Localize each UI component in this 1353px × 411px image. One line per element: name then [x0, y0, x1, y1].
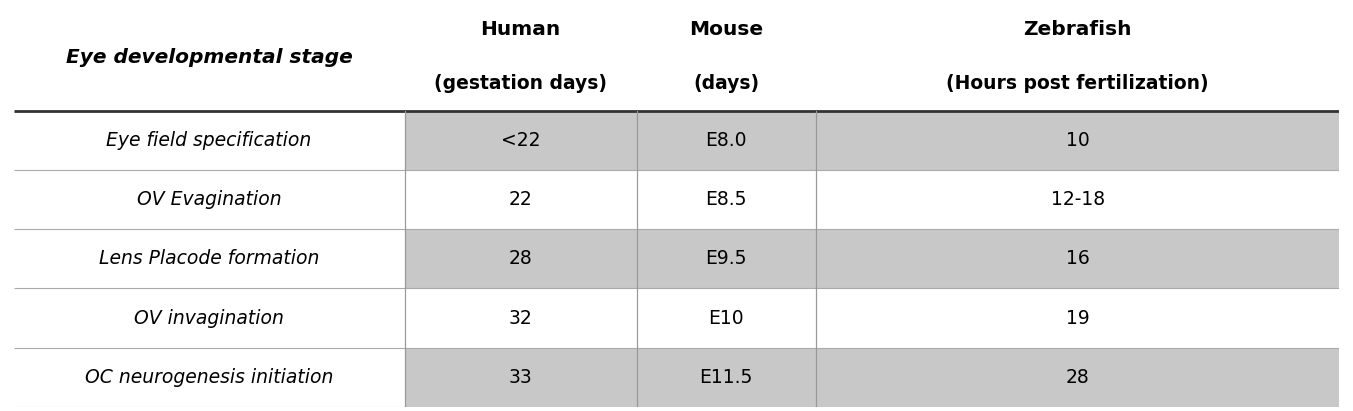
Text: Eye field specification: Eye field specification — [107, 131, 311, 150]
Text: Eye developmental stage: Eye developmental stage — [66, 48, 353, 67]
Bar — [637, 289, 816, 348]
Text: 10: 10 — [1066, 131, 1089, 150]
Text: Mouse: Mouse — [689, 20, 763, 39]
Text: (days): (days) — [693, 74, 759, 93]
Text: 19: 19 — [1066, 309, 1089, 328]
Bar — [405, 348, 637, 407]
Text: (Hours post fertilization): (Hours post fertilization) — [946, 74, 1210, 93]
Text: 28: 28 — [509, 249, 533, 268]
Text: E9.5: E9.5 — [705, 249, 747, 268]
Text: E10: E10 — [709, 309, 744, 328]
Bar — [637, 170, 816, 229]
Text: Human: Human — [480, 20, 561, 39]
Bar — [816, 348, 1339, 407]
Bar — [637, 229, 816, 289]
Text: 28: 28 — [1066, 368, 1089, 387]
Bar — [637, 111, 816, 170]
Text: E11.5: E11.5 — [700, 368, 752, 387]
Text: 12-18: 12-18 — [1050, 190, 1104, 209]
Bar — [637, 348, 816, 407]
Text: E8.5: E8.5 — [705, 190, 747, 209]
Bar — [816, 229, 1339, 289]
Text: OC neurogenesis initiation: OC neurogenesis initiation — [85, 368, 333, 387]
Bar — [816, 289, 1339, 348]
Text: 33: 33 — [509, 368, 533, 387]
Bar — [405, 170, 637, 229]
Bar — [405, 289, 637, 348]
Text: <22: <22 — [501, 131, 540, 150]
Bar — [405, 229, 637, 289]
Text: 16: 16 — [1066, 249, 1089, 268]
Text: 32: 32 — [509, 309, 533, 328]
Text: (gestation days): (gestation days) — [434, 74, 607, 93]
Text: Zebrafish: Zebrafish — [1023, 20, 1132, 39]
Bar — [816, 170, 1339, 229]
Text: 22: 22 — [509, 190, 533, 209]
Text: OV Evagination: OV Evagination — [137, 190, 281, 209]
Text: E8.0: E8.0 — [705, 131, 747, 150]
Bar — [816, 111, 1339, 170]
Text: OV invagination: OV invagination — [134, 309, 284, 328]
Text: Lens Placode formation: Lens Placode formation — [99, 249, 319, 268]
Bar — [405, 111, 637, 170]
